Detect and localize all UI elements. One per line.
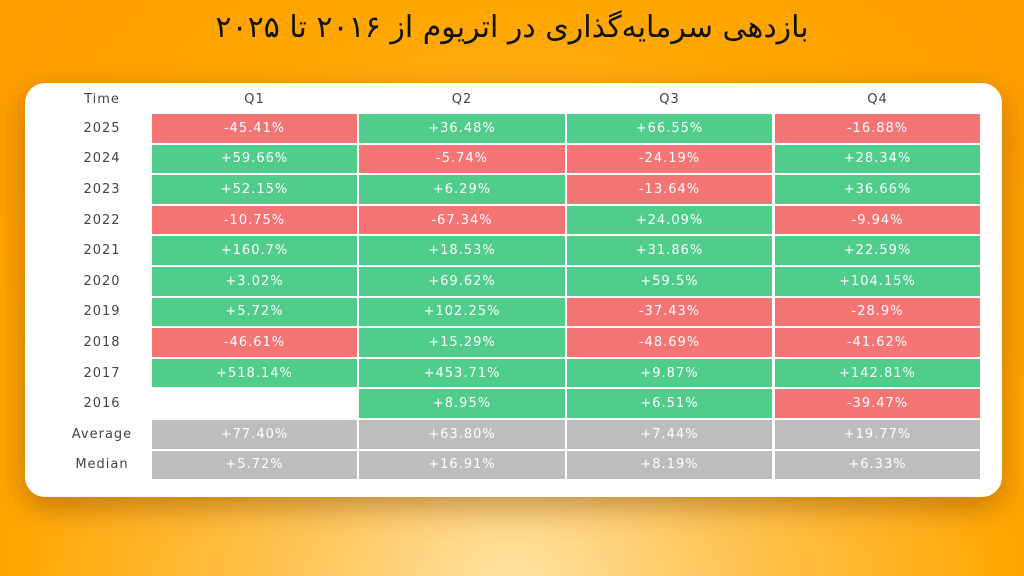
column-header: Q3 — [659, 91, 680, 107]
return-cell: +6.29% — [359, 175, 565, 204]
return-cell: +28.34% — [775, 144, 980, 174]
return-cell: -46.61% — [152, 328, 357, 357]
return-cell: -39.47% — [775, 389, 980, 418]
return-cell: +102.25% — [359, 297, 565, 327]
return-cell: -10.75% — [152, 205, 357, 235]
return-cell: -41.62% — [775, 328, 980, 357]
return-cell: +36.48% — [359, 114, 565, 143]
return-cell: +5.72% — [152, 297, 357, 327]
return-cell: +59.5% — [567, 267, 772, 296]
row-label: 2016 — [83, 396, 121, 412]
return-cell: +18.53% — [359, 236, 565, 265]
return-cell: -9.94% — [775, 205, 980, 235]
row-label: 2020 — [83, 273, 121, 289]
return-cell: +6.51% — [567, 389, 772, 418]
return-cell: +59.66% — [152, 144, 357, 174]
return-cell: +16.91% — [359, 450, 565, 480]
row-label: 2018 — [83, 334, 121, 350]
return-cell: +104.15% — [775, 267, 980, 296]
title: بازدهی سرمایه‌گذاری در اتریوم از ۲۰۱۶ تا… — [215, 10, 809, 45]
row-label: Average — [71, 426, 133, 442]
return-cell: +3.02% — [152, 267, 357, 296]
return-cell: -16.88% — [775, 114, 980, 143]
return-cell: -45.41% — [152, 114, 357, 143]
return-cell: +8.19% — [567, 450, 772, 480]
return-cell: +22.59% — [775, 236, 980, 265]
return-cell: +77.40% — [152, 420, 357, 449]
return-cell: +31.86% — [567, 236, 772, 265]
column-header: Q4 — [867, 91, 888, 107]
row-label: 2022 — [83, 212, 121, 228]
row-label: 2024 — [83, 151, 121, 167]
return-cell: -24.19% — [567, 144, 772, 174]
return-cell: +63.80% — [359, 420, 565, 449]
row-label: 2021 — [83, 243, 121, 259]
row-label: 2017 — [83, 365, 121, 381]
row-label: 2023 — [83, 181, 121, 197]
return-cell: +8.95% — [359, 389, 565, 418]
return-cell: +24.09% — [567, 205, 772, 235]
return-cell: +9.87% — [567, 358, 772, 388]
return-cell: +15.29% — [359, 328, 565, 357]
return-cell: +160.7% — [152, 236, 357, 265]
row-label: Median — [75, 457, 129, 473]
return-cell: -28.9% — [775, 297, 980, 327]
return-cell: -13.64% — [567, 175, 772, 204]
return-cell: -5.74% — [359, 144, 565, 174]
return-cell: +7.44% — [567, 420, 772, 449]
return-cell: +66.55% — [567, 114, 772, 143]
return-cell: +142.81% — [775, 358, 980, 388]
row-label: 2025 — [83, 120, 121, 136]
return-cell: -37.43% — [567, 297, 772, 327]
return-cell: +52.15% — [152, 175, 357, 204]
row-label: 2019 — [83, 304, 121, 320]
return-cell: +5.72% — [152, 450, 357, 480]
return-cell: +6.33% — [775, 450, 980, 480]
column-header: Q2 — [451, 91, 473, 107]
return-cell: +69.62% — [359, 267, 565, 296]
column-header: Time — [84, 91, 120, 107]
return-cell: +518.14% — [152, 358, 357, 388]
return-cell: -67.34% — [359, 205, 565, 235]
return-cell: +453.71% — [359, 358, 565, 388]
return-cell: +36.66% — [775, 175, 980, 204]
table-card: Time Q1 Q2 Q3 Q4 2025 -45.41% +36.48% +66.55% -16… — [25, 83, 1002, 497]
column-header: Q1 — [244, 91, 265, 107]
return-cell: +19.77% — [775, 420, 980, 449]
return-cell: -48.69% — [567, 328, 772, 357]
